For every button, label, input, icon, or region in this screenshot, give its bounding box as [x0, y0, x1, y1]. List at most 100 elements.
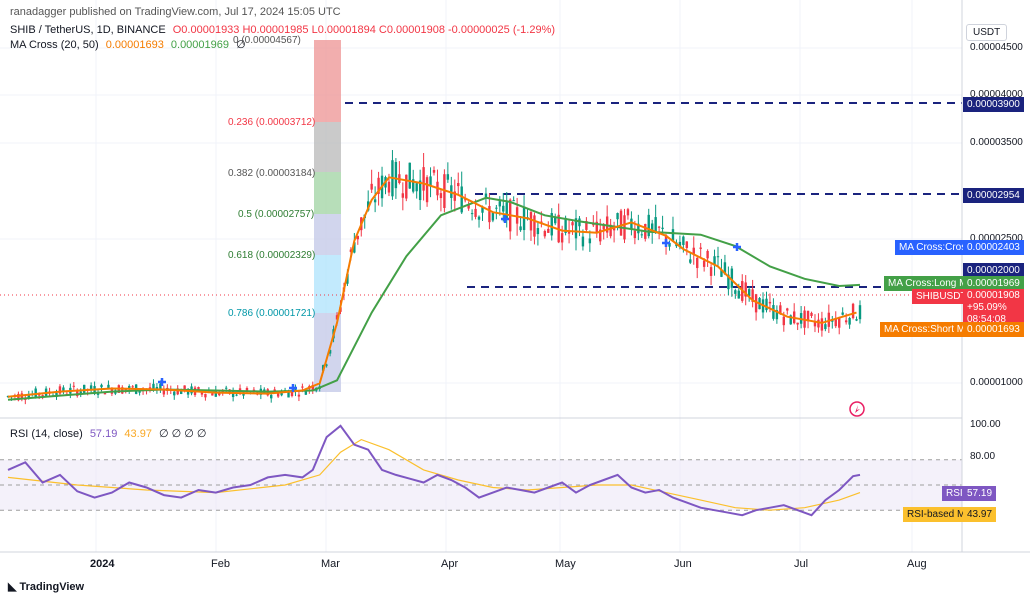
candle-body: [245, 387, 249, 392]
ma-cross-marker: [289, 384, 297, 392]
ma-long-legend-value: 0.00001969: [170, 39, 230, 51]
candle-body: [657, 226, 661, 228]
candle-body: [280, 392, 283, 396]
candle-body: [356, 235, 360, 240]
candle-body: [540, 221, 543, 223]
candle-body: [218, 392, 221, 396]
candle-body: [103, 392, 107, 395]
fib-level-label: 0.786 (0.00001721): [228, 308, 316, 319]
ma-cross-marker: [662, 239, 670, 247]
rsi-name[interactable]: RSI (14, close): [10, 428, 83, 440]
time-tick: Jul: [794, 558, 809, 570]
horizontal-levels: [0, 102, 962, 296]
candle-body: [533, 215, 536, 237]
candle-body: [616, 213, 619, 220]
candle-body: [353, 242, 356, 253]
candle-body: [519, 226, 522, 231]
candle-body: [723, 262, 727, 275]
candle-body: [287, 391, 290, 398]
candle-body: [515, 207, 519, 224]
candle-body: [491, 212, 495, 221]
candle-body: [782, 316, 786, 326]
candle-body: [838, 318, 841, 328]
time-tick: Mar: [321, 558, 340, 570]
time-tick: Jun: [674, 558, 692, 570]
ma-name[interactable]: MA Cross (20, 50): [10, 39, 99, 51]
time-tick: Feb: [211, 558, 230, 570]
candle-body: [855, 319, 858, 321]
candle-body: [779, 305, 782, 315]
candle-body: [744, 282, 747, 297]
candle-body: [72, 385, 76, 387]
candle-body: [696, 257, 699, 269]
price-tick: 0.00004500: [970, 42, 1023, 53]
tradingview-logo[interactable]: ◣ TradingView: [8, 580, 84, 593]
level-badge: 0.00002000: [963, 263, 1024, 278]
rsi-line: [7, 424, 861, 517]
candle-body: [813, 321, 817, 327]
fib-level-label: 0.618 (0.00002329): [228, 250, 316, 261]
candle-body: [138, 391, 141, 393]
candle-body: [512, 200, 515, 202]
candle-body: [751, 289, 754, 302]
candle-body: [574, 218, 578, 239]
candle-body: [467, 204, 470, 209]
candle-body: [89, 385, 93, 391]
candle-body: [27, 395, 30, 399]
candle-body: [96, 393, 100, 395]
candle-body: [439, 193, 443, 199]
candle-body: [325, 364, 328, 366]
candle-body: [335, 315, 339, 320]
ma-short-line: [7, 176, 857, 398]
candle-body: [547, 228, 550, 233]
candle-body: [817, 319, 820, 328]
candle-body: [612, 227, 616, 231]
symbol-name[interactable]: SHIB / TetherUS, 1D, BINANCE: [10, 24, 166, 36]
ma-legend-tail: ∅: [236, 39, 246, 51]
candle-body: [619, 210, 623, 236]
candle-body: [211, 393, 214, 396]
level-badge: 0.00003900: [963, 97, 1024, 112]
candle-body: [768, 301, 772, 304]
candle-body: [734, 290, 737, 294]
candle-body: [647, 214, 650, 237]
candle-body: [304, 391, 308, 395]
candle-body: [567, 230, 571, 234]
candle-body: [706, 250, 709, 259]
candle-body: [204, 393, 207, 398]
candle-body: [162, 390, 166, 395]
flame-icon[interactable]: [849, 401, 865, 417]
candle-body: [276, 393, 280, 397]
candle-body: [786, 308, 789, 311]
tradingview-logo-icon: ◣: [8, 581, 20, 593]
candle-body: [488, 206, 491, 223]
price-tick: 0.00004000: [970, 89, 1023, 100]
rsi-label: RSI: [942, 486, 967, 501]
candle-body: [595, 221, 598, 233]
candle-body: [702, 260, 706, 267]
rsi-legend: RSI (14, close) 57.19 43.97 ∅ ∅ ∅ ∅: [10, 427, 211, 440]
ma-cross-markers: [158, 215, 741, 392]
currency-button[interactable]: USDT: [966, 24, 1008, 41]
candle-body: [17, 393, 20, 401]
candle-body: [699, 247, 702, 249]
rsi-tick: 100.00: [970, 419, 1001, 430]
candle-body: [796, 322, 799, 325]
candle-body: [585, 220, 588, 230]
fib-level-label: 0.5 (0.00002757): [238, 209, 315, 220]
candle-body: [844, 320, 848, 323]
candle-body: [405, 174, 408, 199]
ma-cross-label: MA Cross:Cross: [895, 240, 976, 255]
candle-body: [772, 305, 775, 319]
symbol-label: SHIBUSDT: [912, 289, 971, 304]
fib-band: [314, 40, 341, 122]
candle-body: [346, 273, 349, 284]
candle-body: [581, 236, 585, 247]
candle-body: [152, 383, 155, 390]
fib-band: [314, 122, 341, 172]
brand-name: TradingView: [19, 581, 85, 593]
candle-body: [851, 303, 855, 319]
candle-body: [418, 180, 422, 201]
candle-body: [716, 256, 720, 258]
